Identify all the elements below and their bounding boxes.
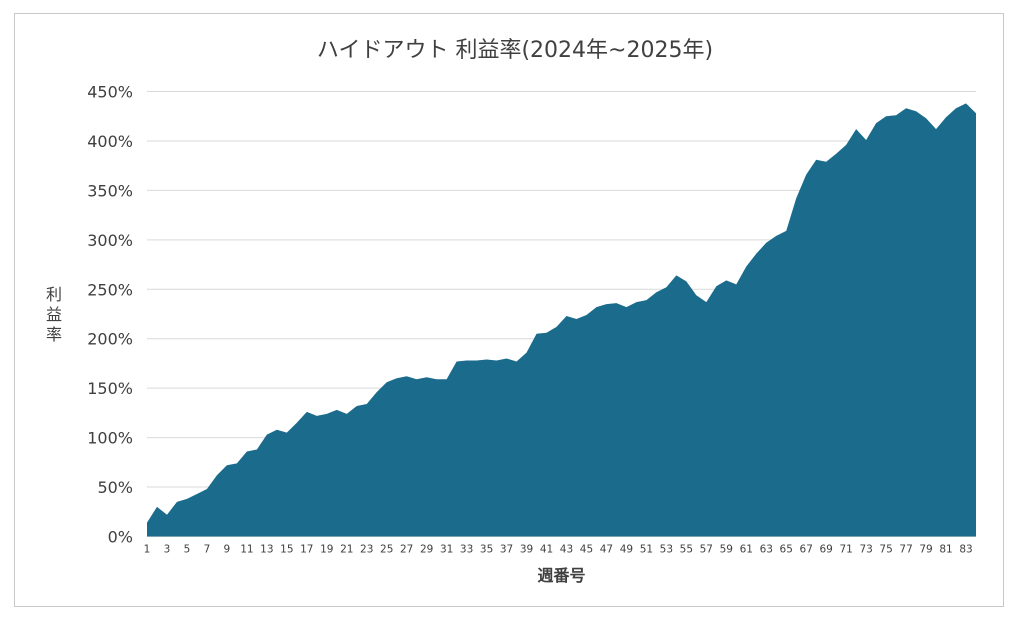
x-tick-label: 25 xyxy=(380,544,393,556)
x-tick-label: 23 xyxy=(360,544,373,556)
y-axis-label-char: 利 xyxy=(46,285,62,304)
y-tick-label: 150% xyxy=(87,379,133,398)
y-axis-label-char: 率 xyxy=(46,325,62,344)
y-tick-label: 250% xyxy=(87,280,133,299)
x-tick-label: 31 xyxy=(440,544,453,556)
x-tick-label: 17 xyxy=(300,544,313,556)
x-tick-label: 45 xyxy=(580,544,593,556)
y-tick-label: 300% xyxy=(87,231,133,250)
x-tick-label: 53 xyxy=(660,544,673,556)
x-tick-label: 35 xyxy=(480,544,493,556)
x-tick-label: 3 xyxy=(164,544,171,556)
y-tick-label: 350% xyxy=(87,181,133,200)
x-axis-label: 週番号 xyxy=(537,566,585,585)
x-tick-label: 77 xyxy=(899,544,912,556)
area-chart: ハイドアウト 利益率(2024年~2025年) 0% 50% 100% 150% 200… xyxy=(46,38,976,585)
x-tick-label: 29 xyxy=(420,544,433,556)
x-tick-label: 41 xyxy=(540,544,553,556)
x-tick-label: 51 xyxy=(640,544,653,556)
x-tick-label: 75 xyxy=(879,544,892,556)
x-tick-label: 21 xyxy=(340,544,353,556)
y-tick-label: 50% xyxy=(97,478,133,497)
x-tick-label: 57 xyxy=(700,544,713,556)
y-axis-label: 利益率 xyxy=(46,285,62,344)
x-tick-label: 67 xyxy=(800,544,813,556)
y-axis-label-char: 益 xyxy=(46,305,62,324)
chart-frame: ハイドアウト 利益率(2024年~2025年) 0% 50% 100% 150% 200… xyxy=(14,13,1004,607)
x-axis-ticks: 1 3 5 7 9 11 13 15 17 19 21 23 25 27 29 31 33 35 37 39 41 43 4… xyxy=(144,544,973,556)
y-tick-label: 200% xyxy=(87,330,133,349)
x-tick-label: 61 xyxy=(740,544,753,556)
x-tick-label: 79 xyxy=(919,544,932,556)
x-tick-label: 15 xyxy=(280,544,293,556)
x-tick-label: 1 xyxy=(144,544,151,556)
y-tick-label: 100% xyxy=(87,429,133,448)
x-tick-label: 27 xyxy=(400,544,413,556)
x-tick-label: 81 xyxy=(939,544,952,556)
y-axis-ticks: 0% 50% 100% 150% 200% 250% 300% 350% 400% 450% xyxy=(87,83,133,547)
x-tick-label: 9 xyxy=(224,544,231,556)
x-tick-label: 39 xyxy=(520,544,533,556)
y-tick-label: 0% xyxy=(108,528,133,547)
x-tick-label: 83 xyxy=(959,544,972,556)
x-tick-label: 13 xyxy=(260,544,273,556)
x-tick-label: 65 xyxy=(780,544,793,556)
x-tick-label: 19 xyxy=(320,544,333,556)
x-tick-label: 73 xyxy=(859,544,872,556)
series-area xyxy=(147,103,976,537)
y-tick-label: 450% xyxy=(87,83,133,102)
x-tick-label: 71 xyxy=(839,544,852,556)
y-tick-label: 400% xyxy=(87,132,133,151)
x-tick-label: 7 xyxy=(204,544,211,556)
area-series xyxy=(147,103,976,537)
x-tick-label: 59 xyxy=(720,544,733,556)
x-tick-label: 47 xyxy=(600,544,613,556)
x-tick-label: 33 xyxy=(460,544,473,556)
x-tick-label: 5 xyxy=(184,544,191,556)
x-tick-label: 43 xyxy=(560,544,573,556)
x-tick-label: 63 xyxy=(760,544,773,556)
x-tick-label: 37 xyxy=(500,544,513,556)
x-tick-label: 11 xyxy=(240,544,253,556)
x-tick-label: 69 xyxy=(819,544,832,556)
x-tick-label: 49 xyxy=(620,544,633,556)
x-tick-label: 55 xyxy=(680,544,693,556)
chart-title: ハイドアウト 利益率(2024年~2025年) xyxy=(317,38,713,63)
